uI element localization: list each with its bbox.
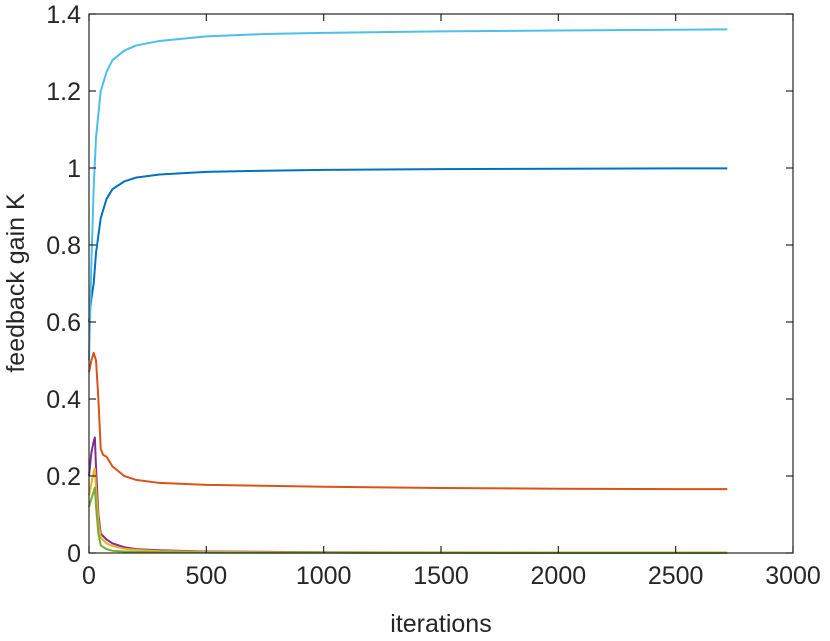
x-tick-label: 2000 <box>531 562 587 590</box>
y-tick-label: 0.4 <box>46 386 81 414</box>
x-tick-label: 3000 <box>765 562 821 590</box>
x-tick-label: 0 <box>82 562 96 590</box>
y-tick-label: 0.2 <box>46 463 81 491</box>
x-axis-label: iterations <box>390 610 491 638</box>
y-tick-label: 0.6 <box>46 309 81 337</box>
y-tick-label: 1 <box>67 155 81 183</box>
x-tick-label: 2500 <box>648 562 704 590</box>
x-tick-label: 1500 <box>413 562 469 590</box>
series-line-2 <box>88 28 728 361</box>
y-tick-label: 1.4 <box>46 1 81 29</box>
y-tick-label: 1.2 <box>46 78 81 106</box>
tick-layer: 0 500 1000 1500 2000 2500 3000 0 0.2 0.4 0.6 0.8 1 1.… <box>46 1 821 590</box>
series-layer <box>88 28 728 554</box>
series-line-1 <box>88 167 728 323</box>
y-tick-label: 0.8 <box>46 232 81 260</box>
y-axis-label: feedback gain K <box>2 193 30 373</box>
x-tick-label: 500 <box>185 562 227 590</box>
y-tick-label: 0 <box>67 540 81 568</box>
x-tick-label: 1000 <box>296 562 352 590</box>
series-line-3 <box>88 351 728 491</box>
